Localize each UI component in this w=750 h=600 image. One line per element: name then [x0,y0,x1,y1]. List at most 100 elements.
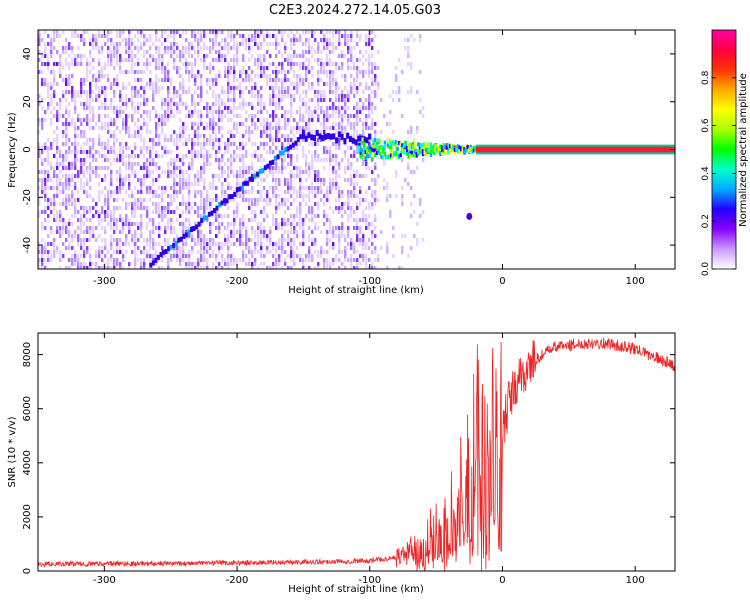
spectrogram-cell [89,210,92,214]
spectrogram-cell [176,174,179,178]
spectrogram-cell [248,190,251,194]
spectrogram-cell [140,226,143,230]
spectrogram-cell [239,158,242,162]
spectrogram-cell [38,202,41,206]
spectrogram-cell [191,182,194,186]
spectrogram-cell [356,174,359,178]
spectrogram-cell [350,58,353,62]
spectrogram-cell [272,150,275,154]
spectrogram-cell [233,198,236,202]
spectrogram-cell [353,82,356,86]
spectrogram-cell [134,34,137,38]
spectrogram-cell [50,54,53,58]
spectrogram-cell [347,158,350,162]
main-signal-cell [439,151,442,156]
spectrogram-cell [89,94,92,98]
spectrogram-cell [221,110,224,114]
spectrogram-cell [131,166,134,170]
spectrogram-cell [161,126,164,130]
spectrogram-cell [299,130,302,134]
spectrogram-cell [119,146,122,150]
spectrogram-cell [80,130,83,134]
spectrogram-cell [38,118,41,122]
spectrogram-cell [83,102,86,106]
spectrogram-cell [155,90,158,94]
spectrogram-cell [197,42,200,46]
spectrogram-cell [344,166,347,170]
spectrogram-cell [65,110,68,114]
spectrogram-cell [185,138,188,142]
spectrogram-cell [338,234,341,238]
spectrogram-cell [212,122,215,126]
x-tick-label: 100 [626,276,645,287]
spectrogram-cell [212,250,215,254]
spectrogram-cell [272,34,275,38]
spectrogram-cell [326,230,329,234]
converging-trace-cell [312,134,316,141]
spectrogram-cell [110,182,113,186]
spectrogram-cell [239,142,242,146]
spectrogram-cell [359,50,362,54]
spectrogram-cell [110,178,113,182]
main-signal-cell [394,152,398,157]
spectrogram-cell [149,254,152,258]
spectrogram-cell [125,38,128,42]
spectrogram-cell [173,138,176,142]
spectrogram-cell [305,162,308,166]
spectrogram-cell [68,222,71,226]
spectrogram-cell [281,66,284,70]
spectrogram-cell [308,130,311,134]
spectrogram-cell [77,114,80,118]
spectrogram-cell [167,162,170,166]
spectrogram-cell [356,250,359,254]
spectrogram-cell [209,70,212,74]
spectrogram-cell [209,154,212,158]
spectrogram-cell [131,42,134,46]
spectrogram-cell [329,246,332,250]
spectrogram-cell [68,114,71,118]
spectrogram-cell [131,202,134,206]
spectrogram-cell [80,86,83,90]
spectrogram-cell [362,198,365,202]
spectrogram-cell [374,78,377,82]
converging-trace-cell [362,136,366,143]
spectrogram-cell [314,190,317,194]
spectrogram-cell [275,198,278,202]
spectrogram-cell [233,42,236,46]
spectrogram-cell [194,210,197,214]
spectrogram-cell [194,242,197,246]
spectrogram-cell [326,30,329,34]
spectrogram-cell [119,42,122,46]
spectrogram-cell [317,250,320,254]
spectrogram-cell [278,62,281,66]
spectrogram-cell [305,90,308,94]
spectrogram-cell [146,250,149,254]
spectrogram-cell [338,198,341,202]
spectrogram-cell [239,154,242,158]
spectrogram-cell [314,106,317,110]
spectrogram-cell [236,178,239,182]
spectrogram-cell [356,78,359,82]
spectrogram-cell [302,30,305,34]
spectrogram-cell [338,30,341,34]
spectrogram-cell [395,90,398,94]
spectrogram-cell [239,70,242,74]
spectrogram-cell [230,198,233,202]
spectrogram-cell [47,158,50,162]
spectrogram-cell [323,62,326,66]
spectrogram-cell [107,262,110,266]
spectrogram-cell [101,154,104,158]
spectrogram-cell [281,198,284,202]
spectrogram-cell [104,98,107,102]
spectrogram-cell [173,238,176,242]
y-tick-label: -40 [22,237,33,253]
spectrogram-cell [368,94,371,98]
spectrogram-cell [290,238,293,242]
spectrogram-cell [110,102,113,106]
spectrogram-cell [368,142,371,146]
spectrogram-cell [50,166,53,170]
spectrogram-cell [257,74,260,78]
spectrogram-cell [209,162,212,166]
spectrogram-cell [89,138,92,142]
spectrogram-cell [200,118,203,122]
